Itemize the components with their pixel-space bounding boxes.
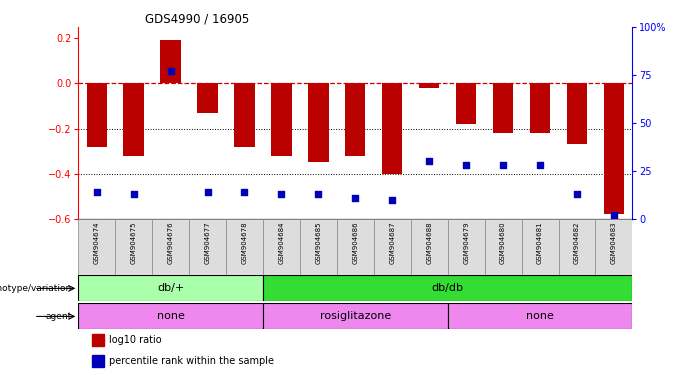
Bar [530,83,550,133]
Bar [493,83,513,133]
Bar [604,83,624,214]
Text: GSM904686: GSM904686 [352,222,358,264]
Bar [419,83,439,88]
Bar [226,219,263,275]
Bar [567,83,587,144]
Text: genotype/variation: genotype/variation [0,284,71,293]
Point [609,212,619,218]
Text: db/+: db/+ [157,283,184,293]
Bar [308,83,328,162]
Text: none: none [156,311,184,321]
Bar [447,303,632,329]
Text: rosiglitazone: rosiglitazone [320,311,391,321]
Bar [596,219,632,275]
Bar [382,83,403,174]
Bar [300,219,337,275]
Text: GSM904684: GSM904684 [278,222,284,264]
Point [91,189,102,195]
Point [387,197,398,203]
Bar [337,219,374,275]
Point [202,189,213,195]
Text: GSM904685: GSM904685 [316,222,322,264]
Bar [485,219,522,275]
Bar [558,219,596,275]
Text: GSM904680: GSM904680 [500,222,506,264]
Bar [86,83,107,147]
Point [460,162,471,168]
Bar [411,219,447,275]
Text: percentile rank within the sample: percentile rank within the sample [109,356,274,366]
Text: log10 ratio: log10 ratio [109,335,161,345]
Text: GSM904678: GSM904678 [241,222,248,264]
Bar [263,275,632,301]
Bar [345,83,365,156]
Text: none: none [526,311,554,321]
Bar [235,83,254,147]
Point [239,189,250,195]
Bar [78,219,115,275]
Point [350,195,360,201]
Bar [197,83,218,113]
Bar [124,83,143,156]
Point [276,191,287,197]
Point [498,162,509,168]
Bar [447,219,485,275]
Text: GSM904682: GSM904682 [574,222,580,264]
Text: GSM904679: GSM904679 [463,222,469,264]
Bar [374,219,411,275]
Bar [160,40,181,83]
Text: GSM904688: GSM904688 [426,222,432,264]
Point [534,162,545,168]
Point [313,191,324,197]
Bar [263,219,300,275]
Text: GDS4990 / 16905: GDS4990 / 16905 [145,13,249,26]
Text: GSM904687: GSM904687 [389,222,395,264]
Text: agent: agent [45,312,71,321]
Text: GSM904683: GSM904683 [611,222,617,264]
Bar [189,219,226,275]
Text: GSM904676: GSM904676 [167,222,173,264]
Bar [152,219,189,275]
Bar [78,303,263,329]
Text: GSM904677: GSM904677 [205,222,211,264]
Text: GSM904681: GSM904681 [537,222,543,264]
Bar [456,83,476,124]
Bar [522,219,558,275]
Text: GSM904675: GSM904675 [131,222,137,264]
Text: db/db: db/db [432,283,464,293]
Point [571,191,582,197]
Bar [263,303,447,329]
Point [424,158,435,164]
Bar [271,83,292,156]
Point [165,68,176,74]
Bar [115,219,152,275]
Point [128,191,139,197]
Bar [78,275,263,301]
Text: GSM904674: GSM904674 [94,222,100,264]
